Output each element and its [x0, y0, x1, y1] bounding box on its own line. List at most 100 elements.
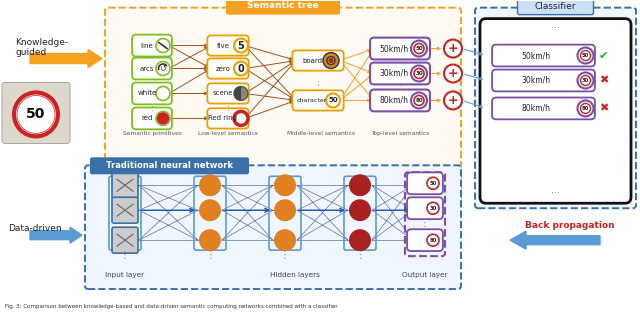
Text: Red ring: Red ring [209, 115, 237, 121]
FancyBboxPatch shape [407, 197, 443, 219]
Circle shape [414, 95, 424, 106]
Circle shape [427, 177, 439, 189]
Text: 80: 80 [415, 98, 423, 103]
FancyBboxPatch shape [407, 229, 443, 251]
Text: red: red [141, 115, 153, 121]
FancyBboxPatch shape [132, 58, 172, 79]
Text: 5: 5 [237, 40, 244, 51]
Circle shape [234, 62, 248, 76]
Text: Low-level semantics: Low-level semantics [198, 131, 258, 136]
Text: 80km/h: 80km/h [380, 96, 408, 105]
Circle shape [414, 44, 424, 53]
Circle shape [580, 51, 591, 61]
Text: 30: 30 [429, 206, 436, 211]
Text: ↺: ↺ [159, 64, 166, 73]
Circle shape [274, 229, 296, 251]
Circle shape [156, 62, 170, 76]
Text: :: : [227, 103, 230, 113]
Text: 50km/h: 50km/h [380, 44, 408, 53]
FancyBboxPatch shape [112, 197, 138, 223]
Text: 50: 50 [328, 97, 338, 103]
Text: 50: 50 [415, 46, 423, 51]
Circle shape [156, 87, 170, 100]
Circle shape [411, 93, 427, 108]
Text: 30km/h: 30km/h [380, 69, 408, 78]
Text: 80: 80 [429, 238, 436, 243]
Circle shape [580, 103, 591, 113]
FancyBboxPatch shape [292, 51, 344, 71]
Text: 30: 30 [582, 78, 589, 83]
Text: Hidden layers: Hidden layers [270, 272, 320, 278]
Text: ✖: ✖ [599, 103, 608, 113]
FancyBboxPatch shape [518, 0, 593, 15]
Text: Input layer: Input layer [106, 272, 145, 278]
FancyBboxPatch shape [85, 165, 461, 289]
Circle shape [349, 174, 371, 196]
Text: +: + [448, 94, 458, 107]
Text: 50km/h: 50km/h [521, 51, 550, 60]
Circle shape [234, 87, 248, 100]
Circle shape [444, 64, 462, 82]
Text: white: white [138, 90, 157, 96]
FancyBboxPatch shape [492, 45, 595, 66]
FancyArrow shape [30, 227, 82, 243]
FancyBboxPatch shape [370, 89, 430, 111]
Text: 50: 50 [429, 181, 436, 186]
Text: 80: 80 [582, 106, 589, 111]
Circle shape [577, 72, 593, 88]
Circle shape [199, 229, 221, 251]
Text: line: line [141, 43, 154, 49]
FancyBboxPatch shape [407, 172, 443, 194]
Circle shape [444, 91, 462, 109]
FancyBboxPatch shape [475, 8, 636, 208]
FancyBboxPatch shape [207, 83, 249, 104]
Circle shape [329, 58, 333, 63]
Circle shape [156, 39, 170, 52]
FancyArrow shape [30, 50, 102, 68]
Text: ✖: ✖ [599, 76, 608, 86]
FancyBboxPatch shape [132, 35, 172, 57]
FancyBboxPatch shape [492, 70, 595, 91]
FancyBboxPatch shape [132, 107, 172, 129]
FancyBboxPatch shape [207, 108, 249, 129]
Circle shape [274, 174, 296, 196]
Text: +: + [448, 67, 458, 80]
Circle shape [411, 65, 427, 82]
FancyBboxPatch shape [207, 58, 249, 79]
Text: :: : [150, 103, 154, 113]
Circle shape [411, 40, 427, 57]
FancyBboxPatch shape [207, 35, 249, 56]
FancyBboxPatch shape [105, 8, 461, 208]
Text: character: character [297, 98, 327, 103]
Text: 30km/h: 30km/h [521, 76, 550, 85]
Text: zero: zero [216, 65, 230, 71]
FancyBboxPatch shape [492, 98, 595, 119]
Text: ⋮: ⋮ [280, 250, 290, 260]
Text: :: : [398, 82, 402, 93]
FancyArrow shape [510, 231, 600, 249]
Text: arcs: arcs [140, 65, 154, 71]
Circle shape [14, 93, 58, 137]
Text: five: five [216, 43, 229, 49]
Text: 50: 50 [582, 53, 589, 58]
Circle shape [577, 100, 593, 116]
Text: Knowledge-: Knowledge- [15, 38, 68, 47]
Text: scene: scene [212, 90, 233, 96]
Circle shape [427, 234, 439, 246]
FancyBboxPatch shape [370, 38, 430, 59]
Text: Semantic tree: Semantic tree [247, 1, 319, 10]
Text: Traditional neural network: Traditional neural network [106, 161, 233, 170]
FancyBboxPatch shape [226, 0, 340, 15]
Circle shape [17, 95, 55, 133]
Circle shape [427, 202, 439, 214]
Text: ⋮: ⋮ [420, 218, 430, 228]
Circle shape [580, 76, 591, 85]
Text: +: + [448, 42, 458, 55]
Text: 50: 50 [26, 107, 45, 121]
FancyBboxPatch shape [480, 19, 631, 203]
Text: Output layer: Output layer [402, 272, 448, 278]
Circle shape [326, 94, 340, 107]
Text: ...: ... [551, 185, 560, 195]
FancyBboxPatch shape [112, 227, 138, 253]
Text: board: board [302, 58, 322, 64]
